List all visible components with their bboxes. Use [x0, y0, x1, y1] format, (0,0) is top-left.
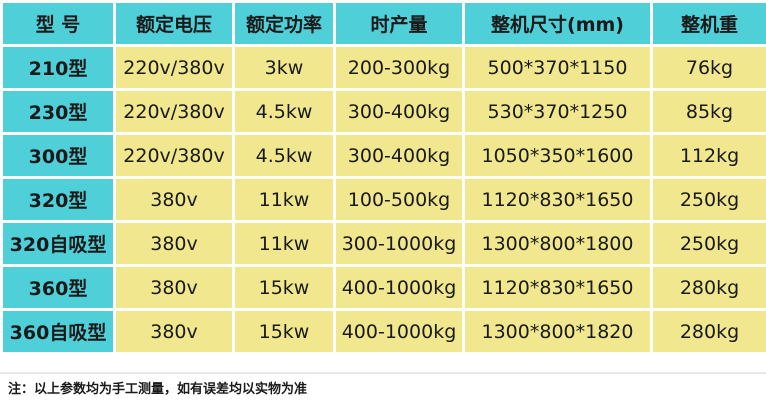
footnote: 注：以上参数均为手工测量，如有误差均以实物为准 [8, 382, 308, 397]
table-cell: 100-500kg [333, 176, 465, 223]
header-cell: 时产量 [333, 0, 465, 47]
model-cell: 360自吸型 [0, 308, 116, 355]
table-row: 210型 220v/380v 3kw 200-300kg 500*370*1150 76k… [0, 44, 766, 91]
table-cell: 280kg [650, 264, 766, 311]
table-cell: 250kg [650, 176, 766, 223]
table-cell: 250kg [650, 220, 766, 267]
table-cell: 200-300kg [333, 44, 465, 91]
table-cell: 380v [113, 264, 235, 311]
table-cell: 85kg [650, 88, 766, 135]
table-cell: 220v/380v [113, 132, 235, 179]
table-row: 360自吸型 380v 15kw 400-1000kg 1300*800*1820 280… [0, 308, 766, 355]
table-cell: 11kw [232, 220, 336, 267]
table-cell: 500*370*1150 [462, 44, 653, 91]
model-cell: 230型 [0, 88, 116, 135]
table-cell: 380v [113, 220, 235, 267]
table-cell: 1120*830*1650 [462, 176, 653, 223]
model-cell: 320自吸型 [0, 220, 116, 267]
table-cell: 220v/380v [113, 88, 235, 135]
header-cell: 整机重 [650, 0, 766, 47]
table-cell: 4.5kw [232, 132, 336, 179]
table-cell: 1300*800*1800 [462, 220, 653, 267]
spec-table: 型 号额定电压 额定功率 时产量 整机尺寸(mm) 整机重 210型 220v/380v 3… [0, 0, 766, 355]
header-cell: 整机尺寸(mm) [462, 0, 653, 47]
table-row: 300型 220v/380v 4.5kw 300-400kg 1050*350*1600… [0, 132, 766, 179]
divider [0, 372, 766, 374]
table-cell: 3kw [232, 44, 336, 91]
table-cell: 15kw [232, 264, 336, 311]
table-cell: 1300*800*1820 [462, 308, 653, 355]
table-cell: 15kw [232, 308, 336, 355]
model-cell: 320型 [0, 176, 116, 223]
table-cell: 76kg [650, 44, 766, 91]
table-cell: 300-400kg [333, 132, 465, 179]
table-cell: 280kg [650, 308, 766, 355]
table-cell: 530*370*1250 [462, 88, 653, 135]
table-cell: 300-1000kg [333, 220, 465, 267]
table-cell: 112kg [650, 132, 766, 179]
header-cell: 额定功率 [232, 0, 336, 47]
header-row: 型 号额定电压 额定功率 时产量 整机尺寸(mm) 整机重 [0, 0, 766, 47]
table-cell: 380v [113, 308, 235, 355]
table-cell: 400-1000kg [333, 264, 465, 311]
table-cell: 400-1000kg [333, 308, 465, 355]
model-cell: 300型 [0, 132, 116, 179]
table-row: 360型 380v 15kw 400-1000kg 1120*830*1650 280kg [0, 264, 766, 311]
table-cell: 4.5kw [232, 88, 336, 135]
table-cell: 300-400kg [333, 88, 465, 135]
table-row: 320自吸型 380v 11kw 300-1000kg 1300*800*1800 250… [0, 220, 766, 267]
table-row: 230型 220v/380v 4.5kw 300-400kg 530*370*1250 8… [0, 88, 766, 135]
model-cell: 360型 [0, 264, 116, 311]
table-row: 320型 380v 11kw 100-500kg 1120*830*1650 250kg [0, 176, 766, 223]
table-cell: 220v/380v [113, 44, 235, 91]
model-cell: 210型 [0, 44, 116, 91]
table-cell: 11kw [232, 176, 336, 223]
header-cell: 额定电压 [113, 0, 235, 47]
table-body: 210型 220v/380v 3kw 200-300kg 500*370*1150 76k… [0, 44, 766, 355]
table-cell: 380v [113, 176, 235, 223]
header-cell: 型 号 [0, 0, 116, 47]
table-cell: 1050*350*1600 [462, 132, 653, 179]
table-cell: 1120*830*1650 [462, 264, 653, 311]
